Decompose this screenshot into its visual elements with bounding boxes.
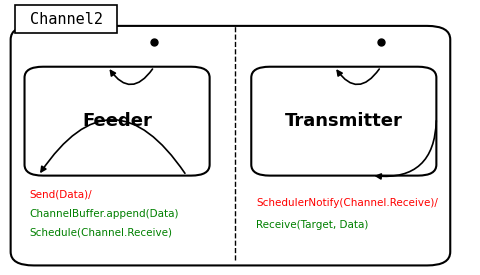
Text: Schedule(Channel.Receive): Schedule(Channel.Receive) xyxy=(29,228,172,238)
Text: Transmitter: Transmitter xyxy=(285,112,403,130)
FancyBboxPatch shape xyxy=(15,6,117,33)
Text: Send(Data)/: Send(Data)/ xyxy=(29,190,92,200)
FancyBboxPatch shape xyxy=(251,67,436,176)
Text: ChannelBuffer.append(Data): ChannelBuffer.append(Data) xyxy=(29,209,179,219)
Text: Feeder: Feeder xyxy=(82,112,152,130)
Text: SchedulerNotify(Channel.Receive)/: SchedulerNotify(Channel.Receive)/ xyxy=(256,198,438,208)
Text: Channel2: Channel2 xyxy=(30,12,103,27)
FancyArrowPatch shape xyxy=(110,69,153,84)
FancyArrowPatch shape xyxy=(337,69,379,84)
Text: Receive(Target, Data): Receive(Target, Data) xyxy=(256,220,368,230)
FancyArrowPatch shape xyxy=(376,121,436,179)
FancyBboxPatch shape xyxy=(24,67,210,176)
FancyBboxPatch shape xyxy=(11,26,450,265)
FancyArrowPatch shape xyxy=(41,120,185,173)
